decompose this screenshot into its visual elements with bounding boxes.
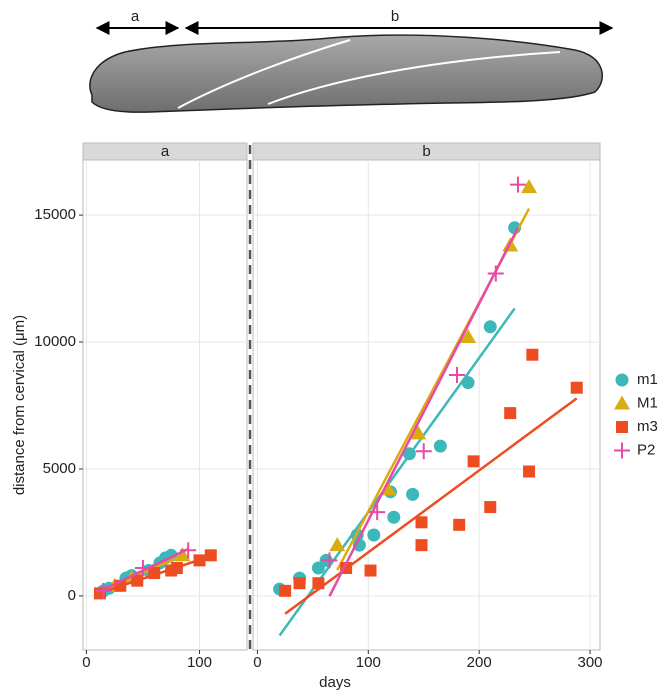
panel: [83, 160, 247, 650]
x-tick-label: 100: [356, 654, 381, 671]
y-tick-label: 15000: [34, 206, 76, 223]
point: [462, 376, 475, 389]
x-tick-label: 300: [578, 654, 603, 671]
x-tick-label: 0: [253, 654, 261, 671]
illustration-label: a: [131, 8, 140, 25]
point: [484, 320, 497, 333]
point: [205, 549, 217, 561]
illustration: a b: [90, 8, 612, 112]
point: [367, 528, 380, 541]
x-tick-label: 0: [82, 654, 90, 671]
point: [571, 382, 583, 394]
y-tick-label: 10000: [34, 333, 76, 350]
point: [171, 562, 183, 574]
point: [523, 466, 535, 478]
chart: a b days distance from cervical (μm) a 0 1…: [0, 0, 667, 692]
point: [312, 577, 324, 589]
point: [616, 421, 628, 433]
point: [279, 585, 291, 597]
point: [434, 440, 447, 453]
y-axis-title: distance from cervical (μm): [11, 315, 28, 495]
point: [484, 501, 496, 513]
point: [526, 349, 538, 361]
x-tick-label: 100: [187, 654, 212, 671]
x-axis-title: days: [319, 674, 351, 691]
point: [504, 407, 516, 419]
legend-label: m3: [637, 418, 658, 435]
point: [294, 577, 306, 589]
point: [616, 374, 629, 387]
panel-title: a: [161, 143, 170, 160]
point: [614, 396, 630, 410]
legend-label: M1: [637, 394, 658, 411]
y-tick-label: 5000: [43, 460, 76, 477]
point: [416, 516, 428, 528]
point: [453, 519, 465, 531]
x-tick-label: 200: [467, 654, 492, 671]
point: [614, 443, 630, 459]
legend-label: m1: [637, 371, 658, 388]
point: [193, 554, 205, 566]
legend-label: P2: [637, 441, 655, 458]
point: [468, 455, 480, 467]
y-tick-label: 0: [68, 587, 76, 604]
illustration-label: b: [391, 8, 399, 25]
point: [387, 511, 400, 524]
point: [406, 488, 419, 501]
panel-title: b: [422, 143, 430, 160]
point: [365, 565, 377, 577]
point: [416, 539, 428, 551]
